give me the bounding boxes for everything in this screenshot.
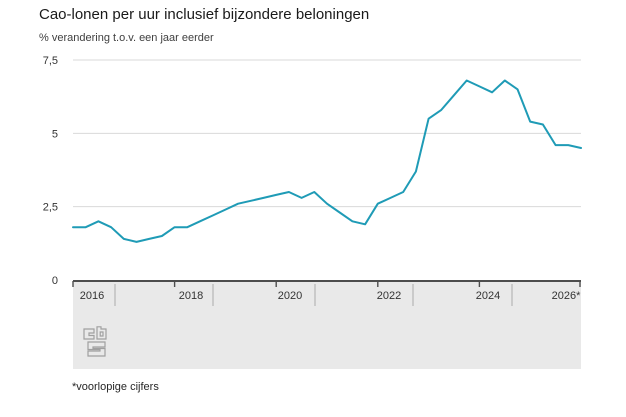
x-axis-year-label: 2026* [552,290,581,302]
wage-growth-series-line [72,79,582,243]
footnote-provisional-figures: *voorlopige cijfers [72,381,159,393]
x-axis-year-label: 2018 [179,290,203,302]
x-axis-line [73,280,581,282]
chart-subtitle: % verandering t.o.v. een jaar eerder [39,32,214,44]
y-axis-tick-label: 0 [52,275,58,287]
y-axis-tick-label: 5 [52,128,58,140]
cbs-logo-icon [83,326,107,357]
y-axis-tick-label: 7,5 [43,55,58,67]
x-axis-year-label: 2024 [476,290,500,302]
x-axis-year-label: 2022 [377,290,401,302]
x-axis-year-label: 2020 [278,290,302,302]
x-axis-year-label: 2016 [80,290,104,302]
chart-title: Cao-lonen per uur inclusief bijzondere b… [39,6,370,23]
y-axis-tick-label: 2,5 [43,202,58,214]
x-axis-band [73,281,581,369]
